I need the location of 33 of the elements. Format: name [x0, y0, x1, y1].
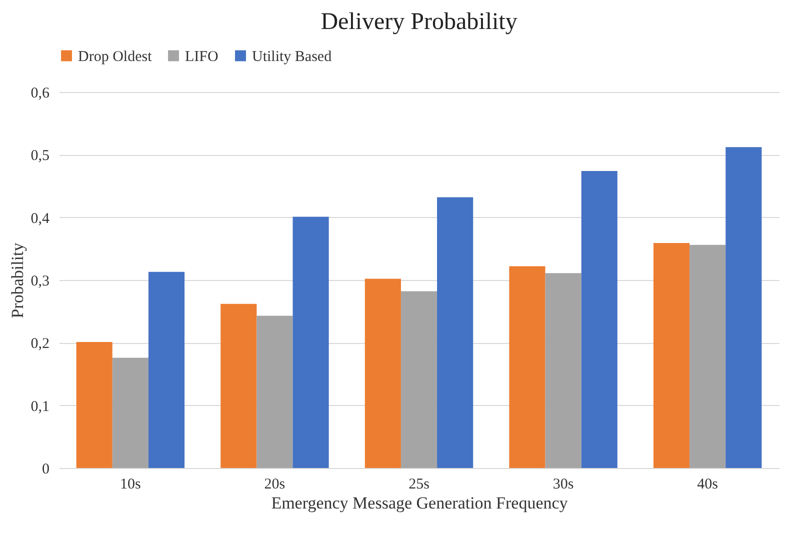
y-tick-label: 0: [42, 462, 50, 478]
y-tick-label: 0,5: [30, 148, 50, 164]
y-tick-label: 0,4: [30, 210, 50, 227]
x-tick-label: 25s: [408, 476, 430, 492]
bar: [112, 358, 148, 468]
legend-label: Utility Based: [252, 48, 332, 65]
x-tick-label: 40s: [697, 476, 718, 492]
y-tick-label: 0,3: [30, 274, 50, 290]
x-tick-label: 10s: [120, 476, 141, 492]
y-tick-label: 0,2: [30, 336, 50, 352]
x-tick-label: 20s: [264, 476, 286, 492]
legend-label: LIFO: [185, 48, 218, 65]
bar: [545, 273, 582, 468]
chart-title: Delivery Probability: [320, 9, 518, 35]
bar: [400, 291, 438, 468]
y-tick-label: 0,6: [30, 86, 50, 102]
bar: [509, 266, 546, 468]
bar: [148, 272, 185, 468]
bar: [76, 342, 112, 468]
bar: [726, 147, 762, 468]
y-tick-label: 0,1: [30, 398, 50, 415]
x-tick-label: 30s: [552, 476, 574, 492]
bar: [690, 244, 726, 468]
bar: [364, 278, 401, 468]
bar: [220, 304, 257, 468]
bar: [581, 170, 618, 468]
y-axis-title: Probability: [8, 242, 27, 318]
bar: [653, 243, 690, 468]
bar: [292, 216, 329, 468]
x-axis-title: Emergency Message Generation Frequency: [271, 494, 568, 512]
bar: [256, 316, 293, 468]
legend-label: Drop Oldest: [78, 48, 153, 65]
bar: [437, 197, 474, 468]
